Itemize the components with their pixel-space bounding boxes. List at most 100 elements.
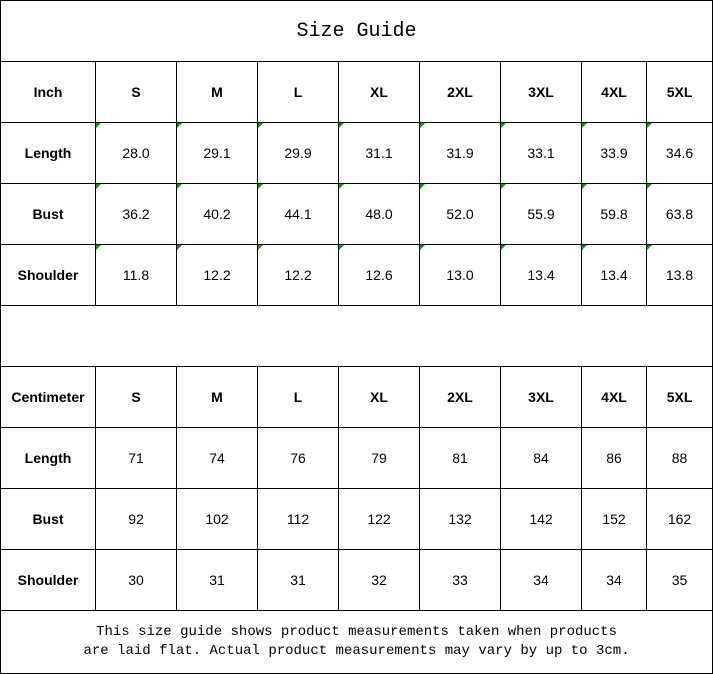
measurement-cell-text: 31 xyxy=(290,572,306,588)
size-header: XL xyxy=(338,366,420,428)
row-label-text: Bust xyxy=(32,206,64,222)
measurement-cell: 76 xyxy=(257,427,339,489)
measurement-cell-text: 40.2 xyxy=(203,206,231,222)
size-header-text: 4XL xyxy=(601,389,627,405)
measurement-cell: 12.2 xyxy=(257,244,339,306)
unit-header-text: Inch xyxy=(33,84,63,100)
row-label: Bust xyxy=(0,183,96,245)
size-header: L xyxy=(257,61,339,123)
measurement-cell: 33.9 xyxy=(581,122,647,184)
text-number-flag-icon xyxy=(339,184,344,189)
measurement-cell-text: 52.0 xyxy=(446,206,474,222)
header-row: Centimeter S M L XL 2XL 3XL 4XL 5XL xyxy=(0,366,713,428)
size-header-text: XL xyxy=(370,84,388,100)
measurement-cell: 35 xyxy=(645,549,713,611)
text-number-flag-icon xyxy=(582,123,587,128)
measurement-cell-text: 59.8 xyxy=(600,206,628,222)
size-header-text: L xyxy=(293,389,303,405)
size-header: 4XL xyxy=(581,61,647,123)
measurement-cell-text: 122 xyxy=(367,511,391,527)
unit-header-text: Centimeter xyxy=(11,389,85,405)
measurement-cell-text: 152 xyxy=(602,511,626,527)
measurement-cell: 11.8 xyxy=(95,244,177,306)
measurement-cell-text: 31.9 xyxy=(446,145,474,161)
measurement-cell-text: 92 xyxy=(128,511,144,527)
measurement-cell: 13.4 xyxy=(500,244,582,306)
measurement-cell-text: 28.0 xyxy=(122,145,150,161)
text-number-flag-icon xyxy=(420,184,425,189)
measurement-cell: 33.1 xyxy=(500,122,582,184)
note-line-2: are laid flat. Actual product measuremen… xyxy=(83,643,630,659)
text-number-flag-icon xyxy=(582,184,587,189)
size-header: 5XL xyxy=(645,61,713,123)
measurement-cell: 31.1 xyxy=(338,122,420,184)
size-header: 3XL xyxy=(500,366,582,428)
measurement-cell-text: 48.0 xyxy=(365,206,393,222)
measurement-cell: 29.9 xyxy=(257,122,339,184)
measurement-cell-text: 71 xyxy=(128,450,144,466)
row-label: Shoulder xyxy=(0,244,96,306)
measurement-cell: 142 xyxy=(500,488,582,550)
text-number-flag-icon xyxy=(177,123,182,128)
measurement-cell: 86 xyxy=(581,427,647,489)
size-header: S xyxy=(95,366,177,428)
table-row: Bust 92 102 112 122 132 142 152 162 xyxy=(0,488,713,550)
row-label-text: Length xyxy=(24,145,72,161)
measurement-cell-text: 13.8 xyxy=(665,267,694,283)
measurement-cell: 31 xyxy=(257,549,339,611)
text-number-flag-icon xyxy=(647,245,652,250)
measurement-cell-text: 44.1 xyxy=(284,206,312,222)
measurement-cell: 13.8 xyxy=(645,244,713,306)
text-number-flag-icon xyxy=(501,123,506,128)
size-header-text: M xyxy=(211,84,223,100)
measurement-cell-text: 11.8 xyxy=(122,267,150,283)
text-number-flag-icon xyxy=(420,123,425,128)
size-header-text: M xyxy=(211,389,223,405)
measurement-cell-text: 29.1 xyxy=(203,145,231,161)
table-row: Length 71 74 76 79 81 84 86 88 xyxy=(0,427,713,489)
spacer-row xyxy=(0,305,713,367)
text-number-flag-icon xyxy=(647,123,652,128)
row-label: Length xyxy=(0,122,96,184)
unit-header: Inch xyxy=(0,61,96,123)
size-header: L xyxy=(257,366,339,428)
size-header-text: S xyxy=(131,84,141,100)
measurement-cell: 12.2 xyxy=(176,244,258,306)
measurement-cell: 88 xyxy=(645,427,713,489)
measurement-cell: 40.2 xyxy=(176,183,258,245)
measurement-cell-text: 30 xyxy=(128,572,144,588)
measurement-cell: 55.9 xyxy=(500,183,582,245)
text-number-flag-icon xyxy=(647,184,652,189)
measurement-cell: 44.1 xyxy=(257,183,339,245)
measurement-cell-text: 12.6 xyxy=(365,267,393,283)
measurement-cell: 32 xyxy=(338,549,420,611)
size-header: XL xyxy=(338,61,420,123)
measurement-cell-text: 13.4 xyxy=(527,267,555,283)
measurement-cell: 162 xyxy=(645,488,713,550)
measurement-cell-text: 79 xyxy=(371,450,387,466)
row-label-text: Length xyxy=(24,450,72,466)
measurement-cell-text: 13.0 xyxy=(446,267,474,283)
measurement-cell-text: 86 xyxy=(606,450,622,466)
measurement-cell: 28.0 xyxy=(95,122,177,184)
measurement-cell-text: 35 xyxy=(671,572,688,588)
table-row: Shoulder 11.8 12.2 12.2 12.6 13.0 13.4 13.4 13.8 xyxy=(0,244,713,306)
text-number-flag-icon xyxy=(258,184,263,189)
measurement-cell-text: 74 xyxy=(209,450,225,466)
measurement-cell: 33 xyxy=(419,549,501,611)
measurement-cell-text: 102 xyxy=(205,511,229,527)
measurement-cell: 79 xyxy=(338,427,420,489)
measurement-cell: 122 xyxy=(338,488,420,550)
measurement-cell-text: 33.1 xyxy=(527,145,555,161)
measurement-cell: 71 xyxy=(95,427,177,489)
size-header: 3XL xyxy=(500,61,582,123)
row-label: Length xyxy=(0,427,96,489)
measurement-cell: 31 xyxy=(176,549,258,611)
measurement-cell: 84 xyxy=(500,427,582,489)
measurement-cell: 52.0 xyxy=(419,183,501,245)
table-row: Bust 36.2 40.2 44.1 48.0 52.0 55.9 59.8 63.8 xyxy=(0,183,713,245)
measurement-cell: 74 xyxy=(176,427,258,489)
text-number-flag-icon xyxy=(501,184,506,189)
measurement-cell-text: 132 xyxy=(448,511,472,527)
